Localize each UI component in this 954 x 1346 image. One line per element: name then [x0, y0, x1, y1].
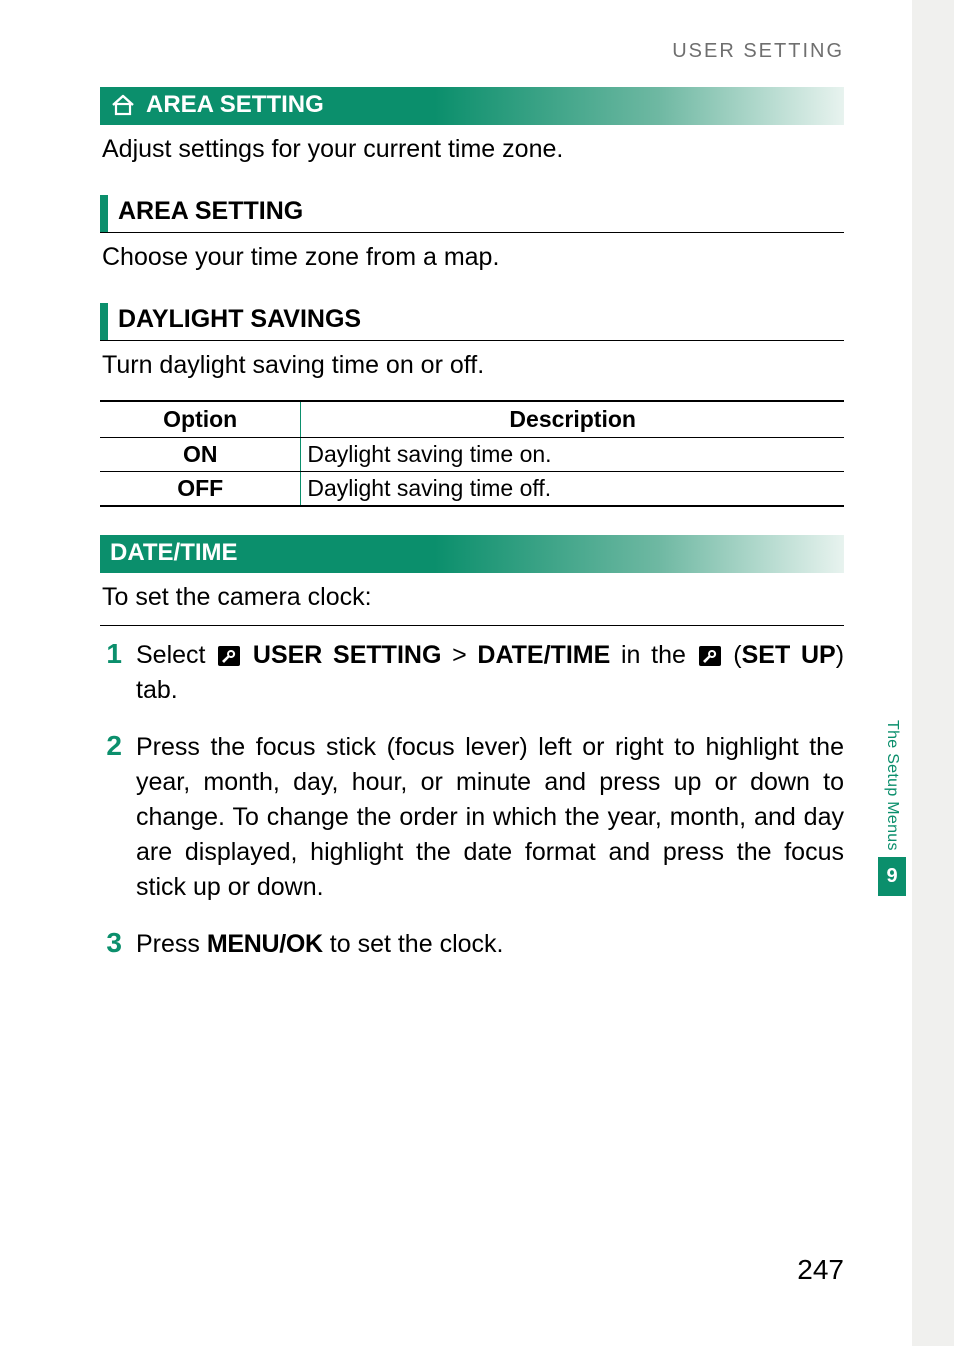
step-fragment: Select — [136, 641, 216, 669]
section-title: DATE/TIME — [110, 539, 238, 567]
page-header-breadcrumb: USER SETTING — [0, 40, 954, 73]
step-fragment: in the — [621, 641, 697, 669]
content-area: AREA SETTING Adjust settings for your cu… — [0, 87, 954, 962]
step-strong: MENU/OK — [207, 930, 323, 958]
page-number: 247 — [797, 1254, 844, 1286]
step-text: Press MENU/OK to set the clock. — [136, 927, 503, 962]
sub-section-daylight: DAYLIGHT SAVINGS Turn daylight saving ti… — [100, 303, 844, 383]
step-number: 3 — [100, 927, 122, 962]
daylight-table: Option Description ON Daylight saving ti… — [100, 400, 844, 507]
table-header-description: Description — [301, 401, 844, 438]
side-tab-chapter: 9 — [878, 857, 906, 896]
step-3: 3 Press MENU/OK to set the clock. — [100, 927, 844, 962]
date-time-description: To set the camera clock: — [100, 573, 844, 615]
step-number: 1 — [100, 638, 122, 708]
side-tab-label: The Setup Menus — [883, 720, 901, 857]
step-1: 1 Select USER SETTING > DATE/TIME in the… — [100, 638, 844, 708]
steps-list: 1 Select USER SETTING > DATE/TIME in the… — [100, 625, 844, 962]
table-row: OFF Daylight saving time off. — [100, 472, 844, 507]
table-header-option: Option — [100, 401, 301, 438]
sub-area-description: Choose your time zone from a map. — [100, 233, 844, 275]
section-bar-date-time: DATE/TIME — [100, 535, 844, 573]
side-tab: The Setup Menus 9 — [878, 720, 906, 896]
step-strong: USER SETTING — [253, 641, 442, 669]
accent-bar — [100, 195, 108, 232]
wrench-icon — [699, 646, 721, 666]
table-cell-option: OFF — [100, 472, 301, 507]
step-fragment: to set the clock. — [323, 930, 504, 958]
step-fragment: ( — [733, 641, 741, 669]
section-title: AREA SETTING — [146, 91, 324, 119]
step-strong: DATE/TIME — [477, 641, 610, 669]
step-strong: SET UP — [742, 641, 836, 669]
step-text: Press the focus stick (focus lever) left… — [136, 730, 844, 905]
table-cell-description: Daylight saving time off. — [301, 472, 844, 507]
step-2: 2 Press the focus stick (focus lever) le… — [100, 730, 844, 905]
table-cell-description: Daylight saving time on. — [301, 438, 844, 472]
table-header-row: Option Description — [100, 401, 844, 438]
area-setting-description: Adjust settings for your current time zo… — [100, 125, 844, 167]
sub-heading: AREA SETTING — [100, 195, 844, 233]
home-icon — [110, 94, 136, 116]
sub-daylight-description: Turn daylight saving time on or off. — [100, 341, 844, 383]
section-bar-area-setting: AREA SETTING — [100, 87, 844, 125]
accent-bar — [100, 303, 108, 340]
page: USER SETTING AREA SETTING Adjust setting… — [0, 0, 954, 1346]
table-row: ON Daylight saving time on. — [100, 438, 844, 472]
sub-heading: DAYLIGHT SAVINGS — [100, 303, 844, 341]
step-fragment: Press — [136, 930, 207, 958]
wrench-icon — [218, 646, 240, 666]
table-cell-option: ON — [100, 438, 301, 472]
step-fragment: > — [452, 641, 477, 669]
step-number: 2 — [100, 730, 122, 905]
step-text: Select USER SETTING > DATE/TIME in the (… — [136, 638, 844, 708]
sub-heading-label: DAYLIGHT SAVINGS — [118, 303, 361, 340]
sub-section-area: AREA SETTING Choose your time zone from … — [100, 195, 844, 275]
sub-heading-label: AREA SETTING — [118, 195, 303, 232]
